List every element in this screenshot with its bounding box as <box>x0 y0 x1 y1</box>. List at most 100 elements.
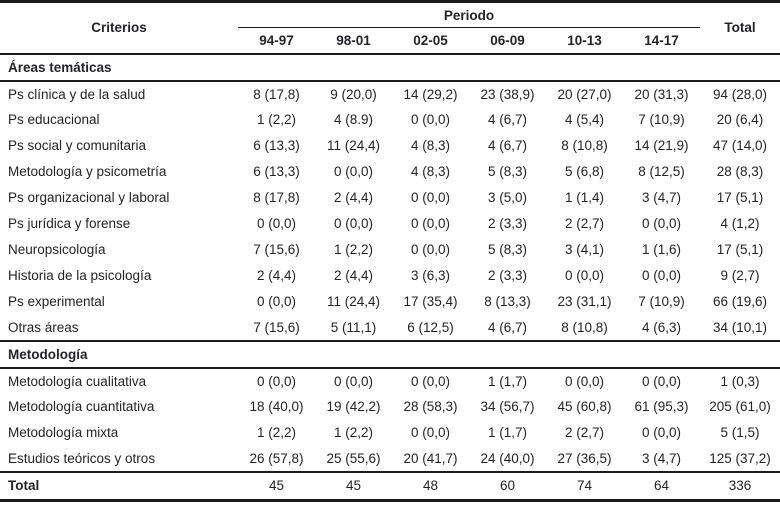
cell-value: 47 (14,0) <box>712 138 768 153</box>
cell-value: 8 (12,5) <box>638 164 685 179</box>
row-label: Neuropsicología <box>8 242 106 257</box>
cell-value: 9 (2,7) <box>720 268 760 283</box>
row-label: Ps organizacional y laboral <box>8 190 170 205</box>
total-row-label: Total <box>0 470 238 501</box>
row-label: Ps social y comunitaria <box>8 138 147 153</box>
total-value: 60 <box>469 470 546 501</box>
cell-value: 3 (6,3) <box>410 268 451 283</box>
cell-value: 125 (37,2) <box>709 450 771 466</box>
cell-value: 5 (6,8) <box>564 164 605 179</box>
cell-value: 0 (0,0) <box>641 216 682 231</box>
cell-value: 20 (27,0) <box>557 86 612 102</box>
cell-value: 3 (4,7) <box>641 190 682 205</box>
row-label: Ps experimental <box>8 294 105 309</box>
period-column-header: 14-17 <box>623 27 701 55</box>
cell-value: 17 (5,1) <box>716 190 764 205</box>
total-value: 64 <box>623 470 701 501</box>
cell-value: 2 (3,3) <box>487 216 528 231</box>
header-total: Total <box>700 1 780 55</box>
cell-value: 23 (38,9) <box>480 86 535 102</box>
table-row: Ps social y comunitaria 6 (13,3) 11 (24,4)… <box>0 133 780 159</box>
row-label: Metodología cualitativa <box>8 373 147 389</box>
cell-value: 0 (0,0) <box>641 268 682 283</box>
cell-value: 19 (42,2) <box>326 399 381 414</box>
cell-value: 11 (24,4) <box>326 294 381 309</box>
cell-value: 4 (6,7) <box>487 112 528 127</box>
cell-value: 6 (13,3) <box>253 164 300 179</box>
cell-value: 0 (0,0) <box>564 373 605 389</box>
cell-value: 5 (11,1) <box>330 319 377 335</box>
cell-value: 0 (0,0) <box>410 190 451 205</box>
cell-value: 26 (57,8) <box>249 450 304 466</box>
table-body: Áreas temáticas Ps clínica y de la salud 8… <box>0 52 780 472</box>
table-row: Ps experimental 0 (0,0) 11 (24,4) 17 (35,4)… <box>0 289 780 315</box>
section-title: Metodología <box>0 339 780 369</box>
row-label: Metodología mixta <box>8 425 119 440</box>
cell-value: 7 (15,6) <box>253 319 300 335</box>
table-row: Metodología cuantitativa 18 (40,0) 19 (42,… <box>0 394 780 420</box>
total-value: 336 <box>700 470 780 501</box>
header-period-years: 94-97 98-01 02-05 06-09 10-13 14-17 <box>0 27 780 55</box>
table-row: Neuropsicología 7 (15,6) 1 (2,2) 0 (0,0) 5 (… <box>0 237 780 263</box>
total-value: 45 <box>238 470 315 501</box>
cell-value: 3 (5,0) <box>487 190 528 205</box>
cell-value: 0 (0,0) <box>256 216 297 231</box>
period-column-header: 02-05 <box>392 27 469 55</box>
total-value: 45 <box>315 470 392 501</box>
total-value: 74 <box>546 470 623 501</box>
cell-value: 2 (4,4) <box>256 268 297 283</box>
cell-value: 0 (0,0) <box>410 373 451 389</box>
cell-value: 34 (10,1) <box>712 319 768 335</box>
cell-value: 5 (1,5) <box>720 425 760 440</box>
cell-value: 7 (10,9) <box>638 112 685 127</box>
cell-value: 23 (31,1) <box>557 294 612 309</box>
section-title: Áreas temáticas <box>0 52 780 82</box>
table-row: Otras áreas 7 (15,6) 5 (11,1) 6 (12,5) 4 (6,… <box>0 315 780 341</box>
period-column-header: 98-01 <box>315 27 392 55</box>
cell-value: 24 (40,0) <box>480 450 535 466</box>
cell-value: 0 (0,0) <box>410 425 451 440</box>
cell-value: 17 (5,1) <box>716 242 764 257</box>
cell-value: 1 (2,2) <box>333 425 374 440</box>
table-row: Metodología cualitativa 0 (0,0) 0 (0,0) 0 (… <box>0 368 780 394</box>
cell-value: 0 (0,0) <box>333 164 374 179</box>
cell-value: 4 (8,3) <box>410 138 451 153</box>
cell-value: 14 (29,2) <box>403 86 458 102</box>
header-periodo: Periodo <box>238 1 701 28</box>
row-label: Ps clínica y de la salud <box>8 86 146 102</box>
cell-value: 17 (35,4) <box>403 294 458 309</box>
cell-value: 8 (13,3) <box>484 294 531 309</box>
table-row: Metodología y psicometría 6 (13,3) 0 (0,0)… <box>0 159 780 185</box>
row-label: Metodología y psicometría <box>8 164 167 179</box>
table-row: Ps educacional 1 (2,2) 4 (8.9) 0 (0,0) 4 (6,… <box>0 107 780 133</box>
table-row: Ps jurídica y forense 0 (0,0) 0 (0,0) 0 (0,… <box>0 211 780 237</box>
cell-value: 20 (31,3) <box>634 86 689 102</box>
cell-value: 3 (4,1) <box>564 242 605 257</box>
cell-value: 4 (5,4) <box>564 112 605 127</box>
table-footer: Total 45 45 48 60 74 64 336 <box>0 470 780 501</box>
cell-value: 2 (3,3) <box>487 268 528 283</box>
table-header: Criterios Periodo Total 94-97 98-01 02-05 0… <box>0 1 780 55</box>
table-row: Metodología mixta 1 (2,2) 1 (2,2) 0 (0,0) 1 … <box>0 420 780 446</box>
cell-value: 2 (2,7) <box>564 216 605 231</box>
cell-value: 2 (4,4) <box>333 268 374 283</box>
cell-value: 0 (0,0) <box>641 373 682 389</box>
cell-value: 0 (0,0) <box>641 425 682 440</box>
table-row: Historia de la psicología 2 (4,4) 2 (4,4) 3… <box>0 263 780 289</box>
cell-value: 8 (10,8) <box>561 138 608 153</box>
row-label: Historia de la psicología <box>8 268 152 283</box>
section-header-row: Metodología <box>0 339 780 369</box>
row-label: Metodología cuantitativa <box>8 399 155 414</box>
cell-value: 1 (0,3) <box>720 373 760 389</box>
cell-value: 4 (1,2) <box>720 216 760 231</box>
cell-value: 61 (95,3) <box>634 399 689 414</box>
period-column-header: 10-13 <box>546 27 623 55</box>
cell-value: 0 (0,0) <box>410 112 451 127</box>
cell-value: 27 (36,5) <box>557 450 612 466</box>
cell-value: 1 (1,4) <box>564 190 605 205</box>
cell-value: 4 (6,3) <box>641 319 682 335</box>
cell-value: 8 (10,8) <box>561 319 608 335</box>
cell-value: 0 (0,0) <box>256 294 297 309</box>
